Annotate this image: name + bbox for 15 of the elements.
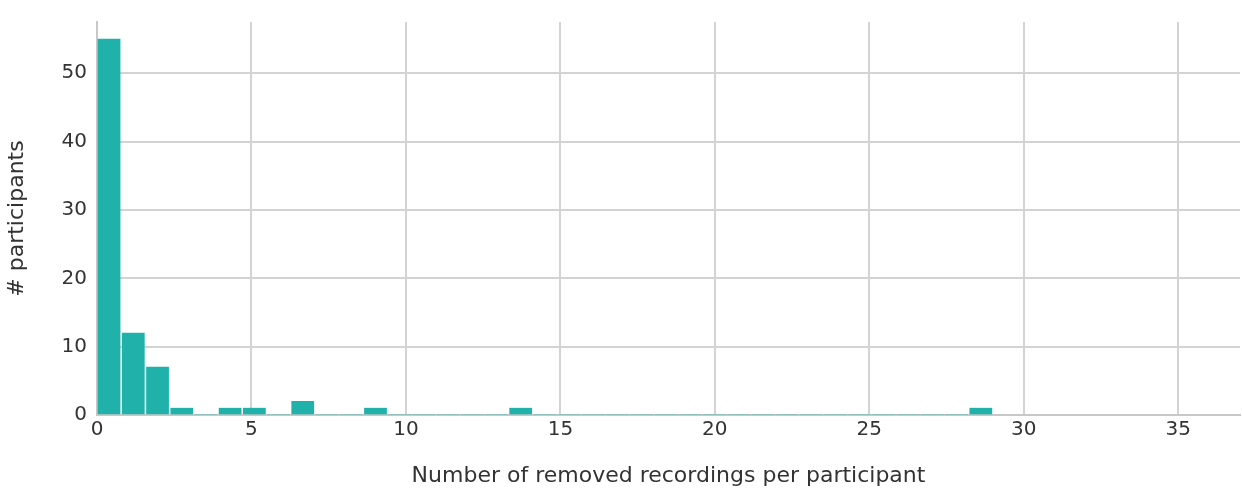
x-tick-label: 0 — [90, 416, 104, 441]
x-axis-title: Number of removed recordings per participant — [411, 461, 926, 487]
y-tick-label: 10 — [61, 332, 87, 357]
x-tick-label: 25 — [856, 416, 883, 441]
x-tick-label: 30 — [1011, 416, 1037, 441]
x-tick-label: 5 — [245, 416, 258, 441]
y-tick-label: 30 — [61, 196, 87, 221]
x-tick-label: 35 — [1165, 416, 1191, 441]
x-tick-label: 20 — [702, 416, 728, 441]
y-tick-label: 40 — [61, 127, 87, 152]
y-tick-label: 50 — [61, 59, 87, 84]
y-tick-label: 20 — [61, 264, 87, 289]
x-tick-label: 15 — [547, 416, 574, 441]
x-tick-label: 10 — [393, 416, 419, 441]
y-axis-title: # participants — [2, 140, 28, 297]
